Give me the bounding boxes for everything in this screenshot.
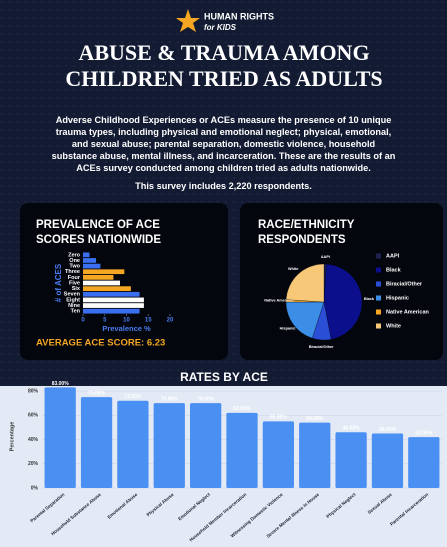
y-tick-label: Five — [69, 280, 80, 286]
x-tick-label: 5 — [103, 318, 107, 324]
pie-slice — [323, 263, 363, 340]
y-tick-label: Three — [65, 269, 80, 275]
y-tick-label: Nine — [68, 303, 80, 309]
bar — [83, 258, 97, 263]
y-tick-label: Zero — [68, 252, 81, 258]
chart-title: RACE/ETHNICITY — [258, 219, 355, 231]
value-label: 46.00% — [343, 426, 361, 432]
legend-label: AAPI — [386, 253, 400, 259]
bar — [83, 252, 90, 258]
brand-sub: for KIDS — [204, 23, 237, 32]
value-label: 75.00% — [88, 390, 106, 396]
value-label: 72.00% — [124, 394, 142, 400]
bar — [226, 412, 258, 488]
chart-title: RATES BY ACE — [180, 370, 268, 384]
pie-slice — [285, 301, 325, 339]
chart-title: SCORES NATIONWIDE — [36, 234, 161, 246]
respondents-text: This survey includes 2,220 respondents. — [135, 181, 312, 191]
legend-swatch — [376, 267, 381, 273]
bar — [408, 437, 440, 488]
legend-label: Biracial/Other — [386, 281, 423, 287]
x-tick-label: 10 — [123, 318, 130, 324]
bar — [83, 263, 101, 269]
chart-title: PREVALENCE OF ACE — [36, 219, 160, 231]
value-label: 83.00% — [52, 381, 70, 387]
bar — [117, 400, 149, 488]
value-label: 70.00% — [161, 397, 179, 403]
y-tick-label: Ten — [71, 309, 81, 315]
y-tick-label: 0% — [31, 485, 39, 491]
y-tick-label: 20% — [28, 461, 39, 467]
chart-title: RESPONDENTS — [258, 234, 346, 246]
bar — [83, 297, 144, 303]
bar — [262, 421, 294, 488]
value-label: 42.00% — [415, 430, 433, 436]
bar — [335, 432, 367, 488]
intro-text: Adverse Childhood Experiences or ACEs me… — [51, 115, 396, 173]
y-tick-label: Two — [69, 264, 80, 270]
y-tick-label: Six — [72, 286, 81, 292]
slice-label: Native American — [264, 299, 294, 303]
bar — [190, 403, 222, 488]
y-tick-label: Seven — [64, 292, 81, 298]
bar — [83, 291, 140, 297]
legend-label: Native American — [386, 309, 430, 315]
bar — [299, 422, 331, 488]
annotation: AVERAGE ACE SCORE: 6.23 — [36, 338, 165, 349]
page-title: ABUSE & TRAUMA AMONG — [78, 40, 369, 65]
bar — [83, 280, 120, 286]
bar — [80, 397, 113, 488]
value-label: 55.00% — [270, 415, 288, 421]
x-tick-label: 0 — [81, 318, 85, 324]
panel — [20, 203, 228, 360]
y-tick-label: 80% — [28, 388, 39, 394]
bar — [153, 403, 185, 488]
page-title: CHILDREN TRIED AS ADULTS — [65, 66, 382, 91]
x-tick-label: 20 — [167, 318, 174, 324]
x-axis-label: Prevalence % — [102, 324, 151, 333]
legend-swatch — [376, 323, 381, 329]
y-axis-label: Percentage — [9, 422, 15, 452]
bar — [83, 286, 131, 292]
slice-label: Hispanic — [280, 326, 296, 330]
bar — [44, 387, 76, 488]
y-tick-label: Four — [68, 275, 81, 281]
slice-label: Biracial/Other — [309, 345, 334, 349]
value-label: 62.00% — [234, 406, 252, 412]
logo-star — [176, 9, 200, 32]
bar — [83, 269, 125, 275]
bar — [83, 308, 140, 314]
value-label: 54.00% — [306, 416, 324, 422]
bar — [83, 303, 144, 308]
legend-swatch — [376, 295, 381, 301]
slice-label: Black — [364, 297, 375, 301]
slice-label: AAPI — [321, 255, 330, 259]
legend-swatch — [376, 309, 381, 315]
slice-label: White — [288, 267, 298, 271]
value-label: 70.00% — [197, 397, 215, 403]
legend-label: Hispanic — [386, 295, 409, 301]
bar — [371, 433, 404, 488]
bar — [83, 274, 114, 280]
x-tick-label: 15 — [145, 318, 152, 324]
y-tick-label: 40% — [28, 437, 39, 443]
legend-label: White — [386, 323, 401, 329]
pie-slice — [285, 263, 325, 303]
legend-swatch — [376, 281, 381, 287]
y-tick-label: One — [69, 258, 80, 264]
brand-name: HUMAN RIGHTS — [204, 11, 274, 21]
value-label: 45.00% — [379, 427, 397, 433]
legend-label: Black — [386, 267, 402, 273]
y-tick-label: 60% — [28, 413, 39, 419]
y-tick-label: Eight — [66, 297, 80, 303]
y-axis-label: # of ACES — [54, 263, 63, 302]
legend-swatch — [376, 253, 381, 259]
